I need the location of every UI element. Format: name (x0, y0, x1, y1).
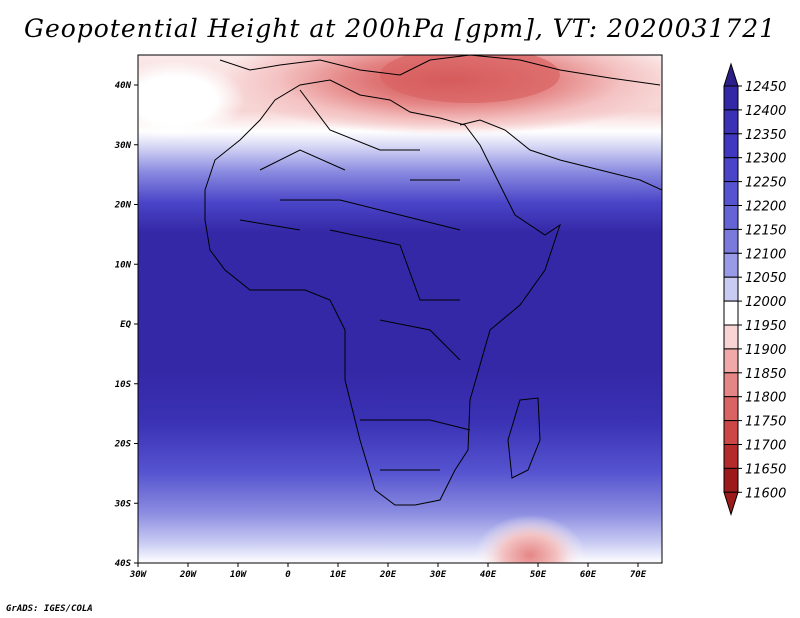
lat-tick-label: 20S (114, 440, 132, 450)
lon-tick-label: 70E (630, 570, 647, 580)
lon-tick-label: 0 (285, 570, 291, 580)
colorbar-label: 12250 (745, 176, 786, 191)
colorbar-segment (723, 157, 739, 183)
colorbar-segment (723, 348, 739, 374)
colorbar-segment (723, 205, 739, 230)
colorbar-segment (723, 372, 739, 398)
colorbar-top-arrow (723, 62, 739, 87)
lon-tick-label: 10E (330, 570, 347, 580)
grads-credit: GrADS: IGES/COLA (6, 604, 93, 614)
colorbar-segment (723, 276, 739, 302)
colorbar-label: 11850 (745, 367, 786, 382)
colorbar-label: 11800 (745, 391, 786, 406)
lon-tick-label: 40E (480, 570, 497, 580)
colorbar-label: 12150 (745, 223, 786, 238)
lat-tick-label: 30N (114, 141, 132, 151)
colorbar: 12450 12400 12350 12300 12250 12200 12150 12100… (723, 62, 786, 516)
lon-tick-label: 20W (179, 570, 198, 580)
lat-tick-label: 20N (114, 201, 132, 211)
colorbar-label: 11700 (745, 439, 786, 454)
colorbar-label: 11750 (745, 415, 786, 430)
colorbar-label: 12300 (745, 152, 786, 167)
colorbar-segment (723, 252, 739, 278)
colorbar-label: 12450 (745, 80, 786, 95)
colorbar-segment (723, 109, 739, 135)
lat-tick-label: 40N (115, 81, 132, 91)
latitude-ticks: 40N 30N 20N 10N EQ 10S 20S 30S 40S (114, 81, 138, 569)
colorbar-segment (723, 228, 739, 254)
lat-tick-label: 40S (115, 559, 132, 569)
colorbar-segment (723, 133, 739, 159)
colorbar-label: 12000 (745, 295, 786, 310)
map-figure: 30W 20W 10W 0 10E 20E 30E 40E 50E 60E 70E 40N 30N 20… (114, 54, 786, 580)
height-field (138, 55, 662, 563)
colorbar-label: 12050 (745, 271, 786, 286)
lat-tick-label: 10N (115, 260, 132, 270)
colorbar-label: 11600 (745, 486, 786, 501)
colorbar-segment (723, 85, 739, 111)
colorbar-segment (723, 444, 739, 469)
colorbar-segment (723, 324, 739, 350)
colorbar-segment (723, 300, 739, 326)
lon-tick-label: 30W (129, 570, 148, 580)
colorbar-segment (723, 467, 739, 493)
colorbar-segment (723, 181, 739, 207)
map-title: Geopotential Height at 200hPa [gpm], VT:… (23, 14, 777, 43)
lon-tick-label: 50E (530, 570, 547, 580)
colorbar-label: 12200 (745, 200, 786, 215)
lat-tick-label: 30S (114, 499, 132, 509)
lon-tick-label: 20E (379, 570, 397, 580)
lat-tick-label: EQ (120, 320, 131, 330)
coastlines (204, 55, 662, 506)
colorbar-bottom-arrow (723, 491, 739, 516)
colorbar-label: 11650 (745, 462, 786, 477)
colorbar-label: 11900 (745, 343, 786, 358)
colorbar-segment (723, 420, 739, 446)
lon-tick-label: 60E (580, 570, 597, 580)
colorbar-segment (723, 396, 739, 422)
lat-tick-label: 10S (115, 380, 132, 390)
colorbar-label: 12400 (745, 104, 786, 119)
colorbar-label: 12350 (745, 128, 786, 143)
longitude-ticks: 30W 20W 10W 0 10E 20E 30E 40E 50E 60E 70E (129, 563, 647, 580)
lon-tick-label: 10W (230, 570, 248, 580)
lon-tick-label: 30E (429, 570, 447, 580)
colorbar-label: 11950 (745, 319, 786, 334)
colorbar-label: 12100 (745, 247, 786, 262)
